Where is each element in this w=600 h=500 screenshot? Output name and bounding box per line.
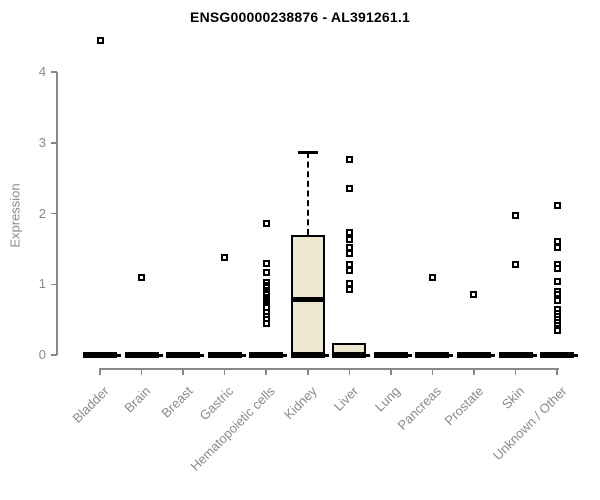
x-tick [431, 368, 434, 375]
y-tick-label: 2 [38, 205, 46, 221]
zero-median-bar [498, 352, 533, 358]
x-tick [223, 368, 226, 375]
zero-median-bar [249, 352, 284, 358]
zero-median-bar [332, 352, 367, 358]
x-tick-label: Skin [499, 383, 528, 412]
x-tick-label: Prostate [441, 383, 486, 429]
zero-median-bar [166, 352, 201, 358]
zero-median-bar [456, 352, 491, 358]
box [290, 234, 325, 355]
zero-bar-notch [158, 353, 163, 357]
y-tick-label: 0 [38, 347, 46, 362]
outlier-point [345, 286, 353, 294]
outlier-point [428, 274, 436, 282]
x-tick-label: Brain [121, 383, 154, 416]
y-tick-label: 3 [38, 134, 46, 150]
x-tick [140, 368, 143, 375]
outlier-point [345, 229, 353, 237]
y-tick [50, 354, 57, 356]
outlier-point [262, 219, 270, 227]
outlier-point [512, 261, 519, 268]
y-tick-label: 4 [38, 64, 46, 80]
x-tick [473, 368, 475, 375]
zero-bar-notch [532, 353, 537, 357]
y-tick-label: 1 [38, 276, 46, 292]
outlier-point [512, 212, 519, 220]
zero-bar-notch [200, 353, 205, 357]
zero-bar-notch [283, 353, 288, 357]
outlier-point [553, 265, 561, 273]
x-axis [98, 368, 559, 370]
x-tick-label: Bladder [69, 383, 112, 426]
zero-median-bar [373, 352, 408, 358]
outlier-point [262, 319, 270, 327]
outlier-point [345, 267, 353, 275]
y-tick [50, 142, 57, 144]
zero-bar-notch [117, 353, 121, 357]
zero-bar-notch [574, 353, 579, 357]
x-tick-label: Gastric [196, 383, 237, 424]
outlier-point [553, 244, 561, 252]
x-tick [390, 368, 392, 375]
outlier-point [96, 36, 104, 44]
zero-median-bar [290, 352, 325, 358]
outlier-point [553, 297, 561, 305]
outlier-point [138, 273, 146, 281]
outlier-point [553, 202, 561, 210]
x-tick [514, 368, 517, 375]
outlier-point [553, 326, 561, 334]
zero-median-bar [83, 352, 117, 358]
outlier-point [345, 244, 353, 252]
outlier-point [262, 259, 270, 267]
zero-median-bar [124, 352, 159, 358]
zero-median-bar [540, 352, 575, 358]
y-tick [50, 212, 57, 215]
chart-title: ENSG00000238876 - AL391261.1 [190, 9, 410, 25]
x-tick [265, 368, 267, 375]
x-tick [348, 368, 351, 375]
outlier-point [345, 185, 353, 193]
outlier-point [345, 250, 353, 258]
outlier-point [262, 269, 270, 277]
x-tick-label: Kidney [281, 383, 320, 423]
whisker [306, 152, 309, 235]
outlier-point [553, 277, 561, 285]
y-axis [56, 72, 58, 355]
zero-bar-notch [366, 353, 371, 357]
zero-median-bar [415, 352, 450, 358]
outlier-point [221, 253, 229, 261]
zero-bar-notch [407, 353, 412, 357]
x-tick-label: Lung [371, 383, 403, 415]
outlier-point [345, 155, 353, 163]
x-tick [99, 368, 101, 375]
zero-bar-notch [490, 353, 495, 357]
outlier-point [345, 261, 353, 268]
x-tick-label: Unknown / Other [489, 383, 570, 463]
whisker-cap [297, 151, 318, 154]
median-line [290, 296, 325, 302]
zero-median-bar [207, 352, 242, 358]
x-tick-label: Liver [330, 383, 362, 414]
x-tick [556, 368, 558, 375]
outlier-point [553, 237, 561, 245]
zero-bar-notch [324, 353, 329, 357]
x-tick [307, 368, 309, 375]
y-tick [50, 71, 57, 73]
outlier-point [345, 236, 353, 244]
y-tick [50, 283, 57, 286]
outlier-point [345, 280, 353, 288]
x-tick-label: Pancreas [394, 383, 445, 433]
x-tick [182, 368, 184, 375]
x-tick-label: Breast [157, 383, 196, 421]
zero-bar-notch [241, 353, 246, 357]
outlier-point [470, 291, 478, 299]
zero-bar-notch [449, 353, 454, 357]
